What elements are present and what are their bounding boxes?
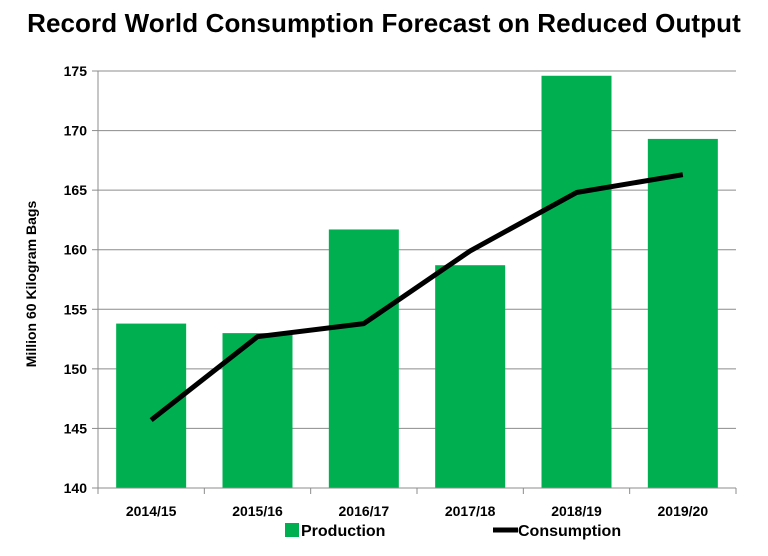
bar-2017-18 <box>435 265 506 488</box>
legend-swatch-production <box>285 523 299 537</box>
y-axis-label: Million 60 Kilogram Bags <box>23 201 39 368</box>
legend: Production Consumption <box>285 523 621 540</box>
bar-2019-20 <box>647 138 718 488</box>
x-tick-label: 2015/16 <box>232 503 283 519</box>
y-tick-label: 150 <box>64 361 88 377</box>
bar-2014-15 <box>116 323 187 488</box>
bar-2015-16 <box>222 333 293 488</box>
axes <box>97 71 737 494</box>
x-tick-label: 2017/18 <box>445 503 496 519</box>
y-tick-label: 160 <box>64 242 88 258</box>
line-series <box>149 172 684 423</box>
x-tick-label: 2019/20 <box>658 503 709 519</box>
bar-2018-19 <box>541 75 612 488</box>
legend-label-consumption: Consumption <box>518 523 621 540</box>
chart-title: Record World Consumption Forecast on Red… <box>27 8 741 38</box>
y-tick-label: 165 <box>64 182 88 198</box>
y-tick-label: 145 <box>64 420 88 436</box>
gridlines <box>92 70 736 489</box>
legend-label-production: Production <box>301 523 385 540</box>
y-tick-labels: 140 145 150 155 160 165 170 175 <box>64 63 88 496</box>
y-tick-label: 155 <box>64 301 88 317</box>
x-tick-label: 2014/15 <box>126 503 177 519</box>
bar-series <box>116 75 718 488</box>
y-tick-label: 175 <box>64 63 88 79</box>
x-tick-labels: 2014/15 2015/16 2016/17 2017/18 2018/19 2019/… <box>126 503 708 519</box>
x-tick-label: 2018/19 <box>551 503 602 519</box>
y-tick-label: 140 <box>64 480 88 496</box>
x-tick-label: 2016/17 <box>339 503 390 519</box>
y-tick-label: 170 <box>64 123 88 139</box>
bar-2016-17 <box>328 229 399 488</box>
consumption-line <box>149 172 684 423</box>
